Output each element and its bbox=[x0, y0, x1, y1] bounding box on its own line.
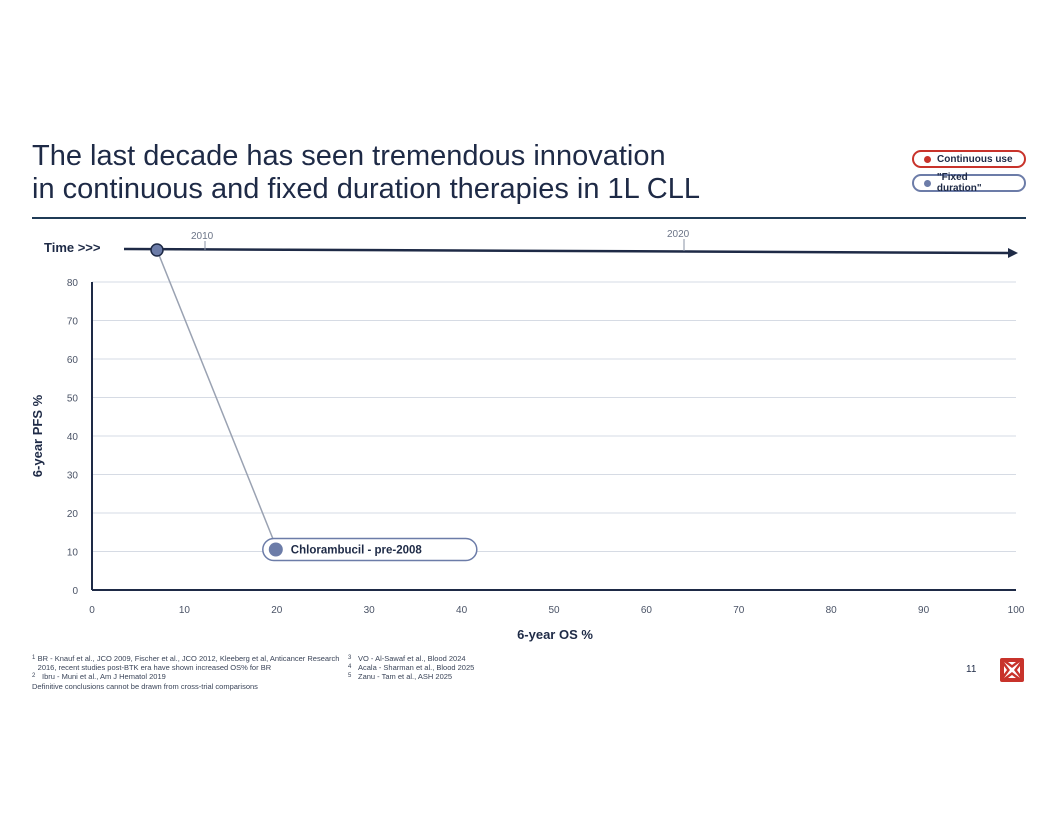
legend-label-continuous: Continuous use bbox=[937, 153, 1013, 165]
timeline-arrowhead bbox=[1008, 248, 1018, 258]
timeline-connector bbox=[156, 249, 274, 539]
x-tick-label: 40 bbox=[456, 605, 468, 616]
y-tick-label: 80 bbox=[67, 278, 79, 289]
chart-grid bbox=[92, 281, 1016, 552]
footnote-5: 5 Zanu - Tam et al., ASH 2025 bbox=[348, 672, 658, 681]
footnote-2: 2 Ibru - Muni et al., Am J Hematol 2019 bbox=[32, 672, 342, 681]
y-tick-label: 20 bbox=[67, 509, 79, 520]
footnote-text: Acala - Sharman et al., Blood 2025 bbox=[358, 663, 475, 672]
footnote-1: 1 BR - Knauf et al., JCO 2009, Fischer e… bbox=[32, 654, 342, 672]
y-tick-label: 30 bbox=[67, 471, 79, 482]
slide-title-line-2: in continuous and fixed duration therapi… bbox=[32, 173, 700, 205]
x-tick-label: 30 bbox=[364, 605, 376, 616]
footnote-text: Zanu - Tam et al., ASH 2025 bbox=[358, 672, 453, 681]
chart-points: Chlorambucil - pre-2008 bbox=[262, 537, 478, 562]
data-point-label: Chlorambucil - pre-2008 bbox=[291, 545, 423, 557]
y-tick-label: 40 bbox=[67, 432, 79, 443]
data-point bbox=[268, 542, 283, 557]
legend: Continuous use "Fixed duration" bbox=[912, 150, 1026, 198]
legend-dot-fixed bbox=[924, 179, 931, 187]
x-tick-label: 80 bbox=[826, 605, 838, 616]
y-tick-label: 0 bbox=[72, 586, 78, 597]
y-tick-label: 10 bbox=[67, 548, 79, 559]
timeline-tick-label-2020: 2020 bbox=[667, 229, 690, 240]
footnote-number: 4 bbox=[348, 664, 352, 670]
chart: 2010 2020 0 10 20 30 40 50 60 70 80 0 10 20 30 40 50 60… bbox=[30, 229, 1025, 642]
legend-dot-continuous bbox=[924, 155, 931, 163]
y-tick-label: 60 bbox=[67, 355, 79, 366]
legend-item-fixed: "Fixed duration" bbox=[912, 172, 1026, 194]
footnote-text: VO - Al-Sawaf et al., Blood 2024 bbox=[358, 654, 466, 663]
x-tick-label: 50 bbox=[548, 605, 560, 616]
chart-connectors bbox=[150, 243, 274, 539]
timeline: 2010 2020 bbox=[123, 229, 1018, 258]
footnotes-left: 1 BR - Knauf et al., JCO 2009, Fischer e… bbox=[32, 654, 342, 681]
x-tick-label: 70 bbox=[733, 605, 745, 616]
y-tick-label: 50 bbox=[67, 394, 79, 405]
brand-logo-icon bbox=[1000, 658, 1024, 682]
x-axis-label: 6-year OS % bbox=[517, 627, 593, 642]
x-tick-label: 90 bbox=[918, 605, 930, 616]
timeline-axis bbox=[123, 247, 1011, 255]
footnote-number: 2 bbox=[32, 673, 36, 679]
title-divider bbox=[32, 217, 1026, 219]
x-tick-label: 10 bbox=[179, 605, 191, 616]
page-number: 11 bbox=[966, 664, 977, 675]
y-axis-label: 6-year PFS % bbox=[30, 394, 45, 477]
x-tick-label: 0 bbox=[89, 605, 95, 616]
chart-axes: 0 10 20 30 40 50 60 70 80 0 10 20 30 40 50 60 70 80 90 100 bbox=[67, 278, 1025, 616]
legend-label-fixed: "Fixed duration" bbox=[936, 172, 982, 194]
footnote-number: 3 bbox=[348, 655, 352, 661]
slide-title: The last decade has seen tremendous inno… bbox=[32, 140, 852, 206]
disclaimer: Definitive conclusions cannot be drawn f… bbox=[32, 682, 258, 691]
footnote-number: 1 bbox=[32, 655, 36, 661]
timeline-tick-label-2010: 2010 bbox=[191, 231, 214, 242]
footnotes-right: 3 VO - Al-Sawaf et al., Blood 2024 4 Aca… bbox=[348, 654, 658, 681]
y-tick-label: 70 bbox=[67, 317, 79, 328]
footnote-text: Ibru - Muni et al., Am J Hematol 2019 bbox=[42, 672, 166, 681]
x-tick-label: 20 bbox=[271, 605, 283, 616]
footnote-text: BR - Knauf et al., JCO 2009, Fischer et … bbox=[37, 654, 340, 672]
slide-title-line-1: The last decade has seen tremendous inno… bbox=[32, 140, 666, 172]
timeline-label: Time >>> bbox=[44, 240, 101, 255]
timeline-marker bbox=[150, 243, 164, 257]
footnote-3: 3 VO - Al-Sawaf et al., Blood 2024 bbox=[348, 654, 658, 663]
legend-item-continuous: Continuous use bbox=[912, 150, 1026, 168]
data-point-label-box bbox=[262, 537, 478, 562]
footnote-4: 4 Acala - Sharman et al., Blood 2025 bbox=[348, 663, 658, 672]
footnote-number: 5 bbox=[348, 673, 352, 679]
x-tick-label: 100 bbox=[1008, 605, 1025, 616]
x-tick-label: 60 bbox=[641, 605, 653, 616]
